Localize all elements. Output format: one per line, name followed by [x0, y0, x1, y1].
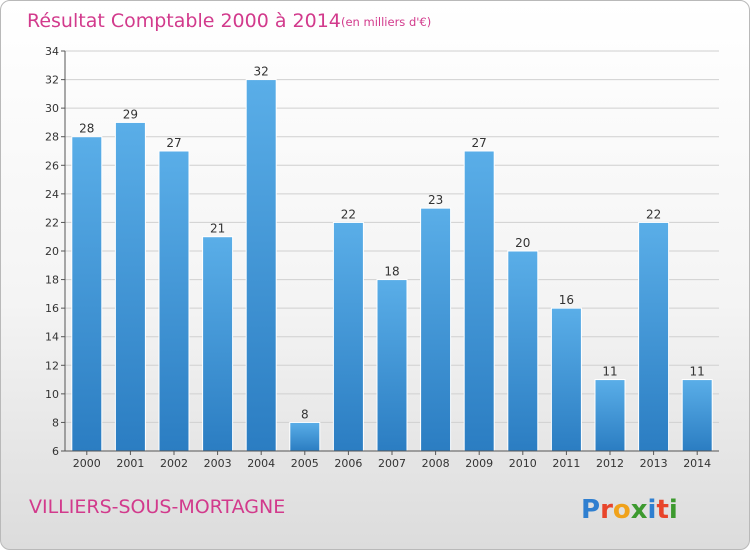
y-tick-label: 12	[45, 359, 59, 372]
bar-2011	[550, 307, 582, 452]
value-label-2014: 11	[690, 365, 705, 379]
y-tick-label: 18	[45, 274, 59, 287]
value-label-2004: 32	[254, 65, 269, 79]
bar-2004	[245, 79, 277, 452]
bar-2000	[71, 136, 103, 452]
bar-2012	[594, 379, 626, 452]
bar-2003	[202, 236, 234, 452]
y-tick-label: 6	[52, 445, 59, 458]
x-tick-label-2008: 2008	[422, 457, 450, 470]
x-tick-label-2014: 2014	[683, 457, 711, 470]
y-tick-label: 8	[52, 416, 59, 429]
value-label-2002: 27	[166, 136, 181, 150]
x-tick-label-2005: 2005	[291, 457, 319, 470]
bar-2008	[420, 207, 452, 452]
logo-letter: r	[600, 495, 613, 525]
x-tick-label-2012: 2012	[596, 457, 624, 470]
y-tick-label: 24	[45, 188, 59, 201]
x-tick-label-2009: 2009	[465, 457, 493, 470]
y-tick-label: 16	[45, 302, 59, 315]
x-tick-label-2007: 2007	[378, 457, 406, 470]
value-label-2008: 23	[428, 193, 443, 207]
y-tick-label: 10	[45, 388, 59, 401]
y-tick-label: 34	[45, 45, 59, 58]
x-tick-label-2011: 2011	[552, 457, 580, 470]
value-label-2009: 27	[472, 136, 487, 150]
x-tick-label-2001: 2001	[116, 457, 144, 470]
y-tick-label: 26	[45, 159, 59, 172]
bar-2006	[332, 221, 364, 452]
logo-letter: t	[656, 495, 668, 525]
y-tick-label: 20	[45, 245, 59, 258]
bar-2013	[638, 221, 670, 452]
value-label-2013: 22	[646, 207, 661, 221]
value-label-2001: 29	[123, 107, 138, 121]
value-label-2006: 22	[341, 207, 356, 221]
x-tick-label-2000: 2000	[73, 457, 101, 470]
y-tick-label: 30	[45, 102, 59, 115]
logo-letter: P	[581, 495, 600, 525]
y-tick-label: 14	[45, 331, 59, 344]
x-tick-label-2003: 2003	[204, 457, 232, 470]
value-label-2005: 8	[301, 407, 309, 421]
bar-2009	[463, 150, 495, 452]
y-axis: 6 8 10 12 14 16 18 20 22 24 26 28 30 32 34	[45, 45, 65, 458]
x-tick-label-2002: 2002	[160, 457, 188, 470]
bar-2005	[289, 421, 321, 452]
logo-letter: o	[613, 495, 631, 525]
bar-2010	[507, 250, 539, 452]
logo-letter: i	[669, 495, 678, 525]
chart-subtitle: (en milliers d'€)	[341, 15, 431, 29]
x-axis: 2000 2001 2002 2003 2004 2005 2006 2007 2008 2009…	[73, 451, 711, 470]
y-tick-label: 32	[45, 74, 59, 87]
x-tick-label-2010: 2010	[509, 457, 537, 470]
proxiti-logo: Proxiti	[581, 495, 678, 525]
value-label-2012: 11	[602, 365, 617, 379]
value-label-2011: 16	[559, 293, 574, 307]
value-label-2007: 18	[384, 265, 399, 279]
y-tick-label: 28	[45, 131, 59, 144]
x-tick-label-2004: 2004	[247, 457, 275, 470]
y-tick-label: 22	[45, 216, 59, 229]
x-tick-label-2013: 2013	[640, 457, 668, 470]
bar-2007	[376, 279, 408, 452]
place-name: VILLIERS-SOUS-MORTAGNE	[29, 496, 285, 518]
logo-letter: i	[648, 495, 657, 525]
value-labels: 28 29 27 21 32 8 22 18 23 27 20 16 11 22 11	[79, 65, 705, 422]
value-label-2010: 20	[515, 236, 530, 250]
value-label-2000: 28	[79, 122, 94, 136]
bars	[71, 79, 713, 452]
bar-2002	[158, 150, 190, 452]
chart-title: Résultat Comptable 2000 à 2014	[27, 10, 341, 32]
value-label-2003: 21	[210, 222, 225, 236]
logo-letter: x	[631, 495, 648, 525]
bar-2001	[114, 121, 146, 452]
bar-2014	[681, 379, 713, 452]
x-tick-label-2006: 2006	[334, 457, 362, 470]
